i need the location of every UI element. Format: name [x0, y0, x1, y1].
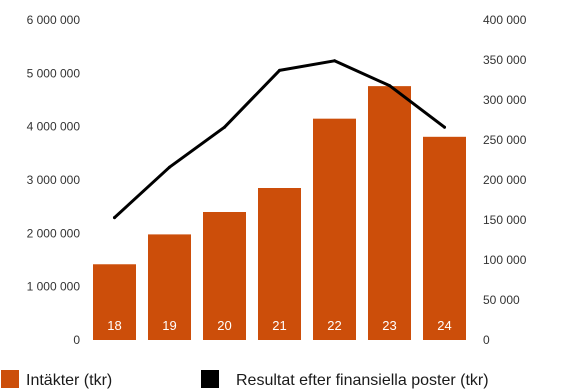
left-axis: 0 1 000 000 2 000 000 3 000 000 4 000 000 5 0…	[27, 13, 81, 347]
right-axis-tick-label: 250 000	[483, 133, 527, 147]
legend-label-resultat: Resultat efter finansiella poster (tkr)	[236, 372, 489, 389]
left-axis-tick-label: 3 000 000	[27, 173, 81, 187]
left-axis-tick-label: 1 000 000	[27, 280, 81, 294]
bar-22	[313, 119, 356, 340]
right-axis: 0 50 000 100 000 150 000 200 000 250 000 300 0…	[483, 13, 527, 347]
category-label-22: 22	[327, 318, 341, 333]
right-axis-tick-label: 150 000	[483, 213, 527, 227]
category-label-18: 18	[107, 318, 121, 333]
left-axis-tick-label: 6 000 000	[27, 13, 81, 27]
resultat-point-23	[388, 84, 391, 87]
category-label-21: 21	[272, 318, 286, 333]
category-label-24: 24	[437, 318, 451, 333]
legend-label-intakter: Intäkter (tkr)	[26, 372, 112, 389]
resultat-point-19	[168, 166, 171, 169]
right-axis-tick-label: 200 000	[483, 173, 527, 187]
right-axis-tick-label: 50 000	[483, 293, 520, 307]
resultat-point-24	[443, 126, 446, 129]
legend-swatch-intakter	[1, 370, 19, 388]
right-axis-tick-label: 350 000	[483, 53, 527, 67]
left-axis-tick-label: 4 000 000	[27, 120, 81, 134]
resultat-point-18	[113, 216, 116, 219]
legend-swatch-resultat	[201, 370, 219, 388]
left-axis-tick-label: 2 000 000	[27, 226, 81, 240]
resultat-point-20	[223, 126, 226, 129]
left-axis-tick-label: 0	[73, 333, 80, 347]
right-axis-tick-label: 100 000	[483, 253, 527, 267]
resultat-point-22	[333, 59, 336, 62]
right-axis-tick-label: 300 000	[483, 93, 527, 107]
bar-23	[368, 86, 411, 340]
right-axis-tick-label: 0	[483, 333, 490, 347]
legend: Intäkter (tkr) Resultat efter finansiell…	[1, 370, 489, 389]
resultat-point-21	[278, 69, 281, 72]
bars	[93, 86, 466, 340]
category-label-23: 23	[382, 318, 396, 333]
category-label-20: 20	[217, 318, 231, 333]
bar-24	[423, 137, 466, 340]
right-axis-tick-label: 400 000	[483, 13, 527, 27]
left-axis-tick-label: 5 000 000	[27, 66, 81, 80]
category-label-19: 19	[162, 318, 176, 333]
